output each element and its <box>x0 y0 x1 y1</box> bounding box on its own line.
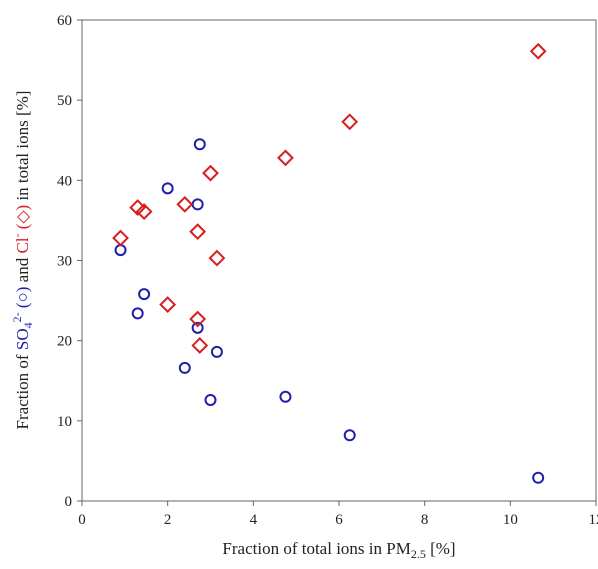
sulfate-point <box>210 345 223 358</box>
y-axis-title-circle-marker: (○) <box>13 287 32 313</box>
sulfate-point <box>161 182 174 195</box>
chloride-point <box>135 203 153 221</box>
x-axis: 0 2 4 6 8 10 12 <box>78 501 598 528</box>
y-axis-title-chloride-superscript: - <box>10 233 24 237</box>
chloride-point <box>208 249 226 267</box>
sulfate-point <box>131 307 144 320</box>
y-axis-title-chloride: Cl <box>13 237 32 253</box>
chloride-point <box>277 149 294 167</box>
x-tick-label: 8 <box>421 512 429 528</box>
y-axis-title-sulfate-superscript: 2- <box>10 312 24 322</box>
x-tick-label: 6 <box>335 512 343 528</box>
sulfate-point <box>138 288 151 301</box>
x-tick-label: 0 <box>78 512 86 528</box>
y-axis-title-sulfate-subscript: 4 <box>21 322 35 328</box>
sulfate-point <box>178 361 191 374</box>
sulfate-point <box>193 138 206 151</box>
y-axis-title-suffix: in total ions [%] <box>13 91 32 205</box>
x-tick-label: 12 <box>589 512 598 528</box>
chloride-point <box>189 310 207 328</box>
x-axis-title-unit: [%] <box>426 539 456 558</box>
x-axis-title: Fraction of total ions in PM2.5 [%] <box>222 539 455 561</box>
sulfate-point <box>532 471 545 484</box>
chloride-point <box>202 164 219 182</box>
y-tick-label: 20 <box>57 334 72 350</box>
chloride-point <box>341 113 359 131</box>
y-tick-label: 50 <box>57 93 72 109</box>
chloride-point <box>529 42 547 60</box>
x-axis-title-subscript: 2.5 <box>411 547 426 561</box>
y-axis-title-sulfate: SO <box>13 328 32 350</box>
y-axis-title-diamond-marker: (◇) <box>13 205 32 234</box>
plot-area <box>81 19 597 502</box>
sulfate-point <box>204 393 217 406</box>
sulfate-point <box>343 429 356 442</box>
x-axis-title-main: Fraction of total ions in PM <box>222 539 410 558</box>
data-points <box>112 42 547 484</box>
chloride-point <box>191 337 209 354</box>
chloride-point <box>159 296 177 314</box>
plot-border <box>81 19 597 502</box>
sulfate-point <box>191 321 204 334</box>
sulfate-point <box>114 244 127 257</box>
y-axis: 0 10 20 30 40 50 60 <box>57 13 82 510</box>
sulfate-point <box>191 198 204 211</box>
y-tick-label: 60 <box>57 13 72 29</box>
chloride-point <box>189 223 207 241</box>
y-tick-label: 40 <box>57 173 72 189</box>
chloride-point <box>176 195 194 213</box>
y-axis-title: Fraction of SO42- (○) and Cl- (◇) in tot… <box>10 91 35 430</box>
chloride-point <box>112 229 129 247</box>
sulfate-point <box>279 390 292 403</box>
y-axis-title-and: and <box>13 254 32 287</box>
x-tick-label: 2 <box>164 512 172 528</box>
y-tick-label: 10 <box>57 414 72 430</box>
x-tick-label: 4 <box>250 512 258 528</box>
y-tick-label: 0 <box>65 494 73 510</box>
x-tick-label: 10 <box>503 512 518 528</box>
y-tick-label: 30 <box>57 254 72 270</box>
y-axis-title-prefix: Fraction of <box>13 350 32 429</box>
